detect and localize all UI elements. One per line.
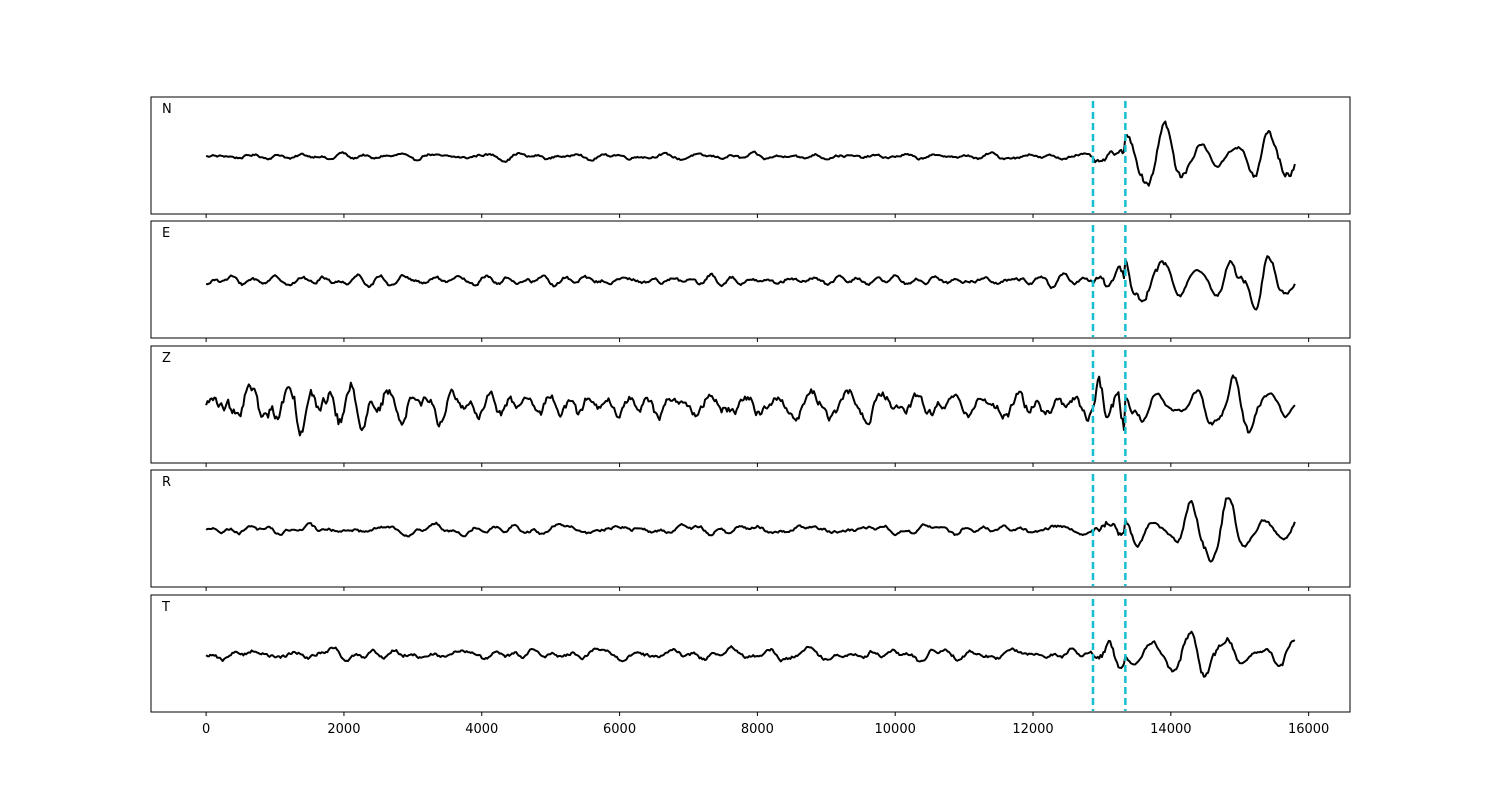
x-tick-label: 2000 [327,722,360,737]
waveform-trace [205,120,1296,187]
x-axis: 0 2000 4000 6000 8000 10000 12000 14000 16000 [202,722,1329,737]
panel-label: Z [162,351,171,366]
x-tick-label: 0 [202,722,210,737]
x-tick-label: 8000 [741,722,774,737]
panel-frame [150,345,1351,464]
panel-r: R [150,469,1351,591]
panel-frame [150,96,1351,215]
panel-e: E [150,220,1351,342]
x-tick-label: 6000 [603,722,636,737]
panel-n: N [150,96,1351,218]
panel-label: E [162,226,170,241]
waveform-trace [205,497,1296,563]
x-tick-label: 4000 [465,722,498,737]
x-tick-label: 10000 [875,722,916,737]
panel-t: T [150,594,1351,716]
panel-label: T [161,600,170,615]
x-tick-label: 12000 [1012,722,1053,737]
x-tick-label: 16000 [1288,722,1329,737]
waveform-trace [205,374,1296,437]
x-tick-label: 14000 [1150,722,1191,737]
panels-group: N E Z R T [150,96,1351,716]
waveform-trace [205,630,1296,678]
waveform-trace [205,255,1296,311]
panel-z: Z [150,345,1351,467]
panel-frame [150,594,1351,713]
panel-label: R [162,475,171,490]
panel-label: N [162,102,172,117]
